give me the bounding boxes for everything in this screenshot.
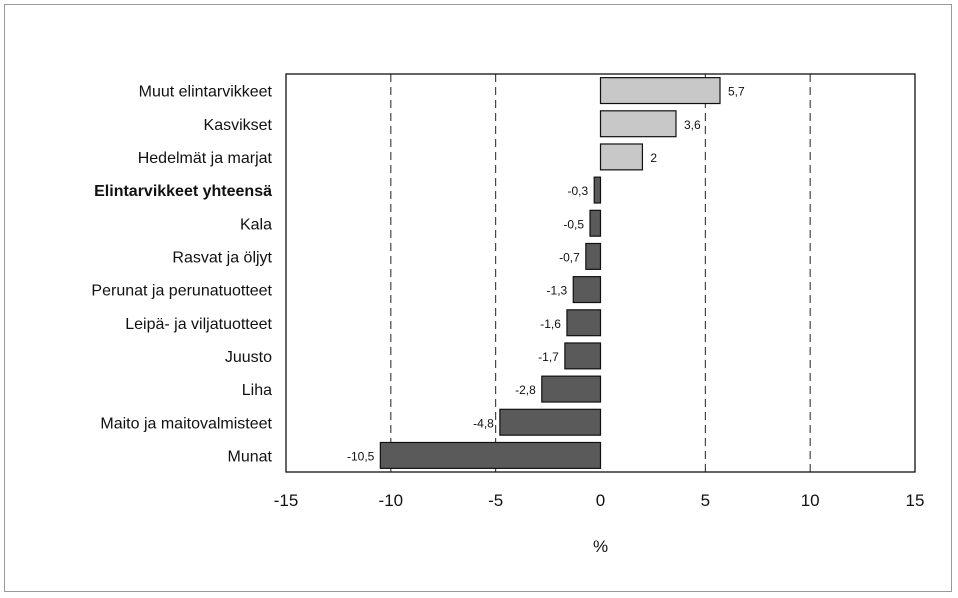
data-label: -1,7 <box>538 350 559 364</box>
bar <box>541 375 602 403</box>
bar <box>593 176 602 204</box>
category-labels: Muut elintarvikkeet Kasvikset Hedelmät ja … <box>91 84 272 466</box>
category-label: Maito ja maitovalmisteet <box>100 415 272 432</box>
plot-area <box>285 73 916 473</box>
bar <box>599 77 721 105</box>
category-label: Kala <box>240 216 272 233</box>
x-tick-label: 15 <box>906 491 925 510</box>
bar <box>564 342 602 370</box>
x-axis-label: % <box>593 537 608 556</box>
x-tick-label: -5 <box>488 491 503 510</box>
data-label: 5,7 <box>728 85 745 99</box>
bar <box>499 408 602 436</box>
data-label: -0,3 <box>568 184 589 198</box>
data-label: 2 <box>650 151 657 165</box>
x-tick-labels: -15 -10 -5 0 5 10 15 <box>274 491 925 510</box>
data-label: -4,8 <box>473 416 494 430</box>
bar <box>599 110 677 138</box>
x-tick-label: -15 <box>274 491 299 510</box>
data-label: -0,7 <box>559 250 580 264</box>
chart-frame <box>4 4 952 592</box>
category-label: Leipä- ja viljatuotteet <box>125 316 272 333</box>
bar <box>599 143 644 171</box>
data-label: -1,6 <box>540 317 561 331</box>
category-label: Elintarvikkeet yhteensä <box>94 183 272 200</box>
category-label: Hedelmät ja marjat <box>138 150 273 167</box>
category-label: Rasvat ja öljyt <box>172 249 272 266</box>
category-label: Perunat ja perunatuotteet <box>91 283 272 300</box>
x-tick-label: -10 <box>379 491 404 510</box>
bar <box>566 309 602 337</box>
bars <box>379 77 721 469</box>
gridlines <box>390 74 811 472</box>
x-tick-label: 0 <box>596 491 605 510</box>
x-tick-label: 5 <box>701 491 710 510</box>
bar <box>589 209 602 237</box>
category-label: Munat <box>228 448 273 465</box>
category-label: Muut elintarvikkeet <box>139 84 273 101</box>
category-label: Liha <box>242 382 272 399</box>
data-label: 3,6 <box>684 118 701 132</box>
bar <box>379 441 602 469</box>
data-label: -1,3 <box>547 284 568 298</box>
data-label: -2,8 <box>515 383 536 397</box>
bar <box>585 242 602 270</box>
data-label: -0,5 <box>563 217 584 231</box>
category-label: Juusto <box>225 349 272 366</box>
bar <box>572 276 602 304</box>
category-label: Kasvikset <box>204 117 273 134</box>
x-tick-label: 10 <box>801 491 820 510</box>
data-label: -10,5 <box>347 449 375 463</box>
data-labels: 5,7 3,6 2 -0,3 -0,5 -0,7 -1,3 -1,6 -1,7 -2,8 -4,8 -… <box>347 85 745 464</box>
